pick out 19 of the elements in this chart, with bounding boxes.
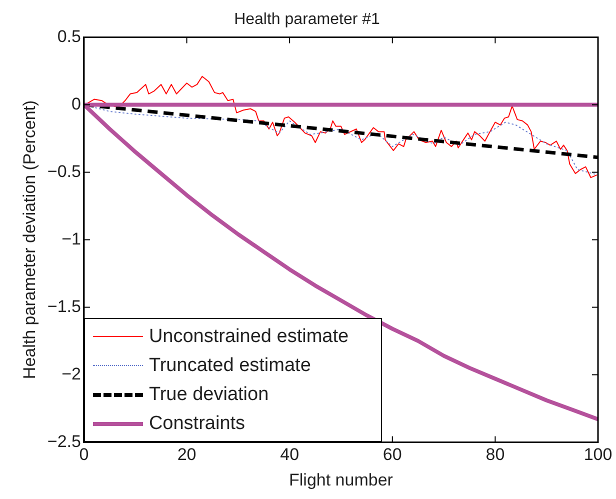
x-tick-label: 80 — [486, 445, 505, 464]
x-axis-title: Flight number — [289, 470, 394, 490]
x-tick-label: 100 — [584, 445, 612, 464]
x-tick-label: 40 — [280, 445, 300, 464]
y-tick-label: 0 — [71, 94, 81, 114]
y-tick-label: −2 — [62, 364, 81, 384]
y-tick-label: −1 — [62, 229, 81, 248]
y-axis-title: Health parameter deviation (Percent) — [20, 100, 39, 380]
legend-label: True deviation — [148, 384, 269, 406]
legend-label: Unconstrained estimate — [148, 326, 349, 348]
chart-title: Health parameter #1 — [234, 11, 380, 28]
legend-label: Truncated estimate — [148, 354, 311, 377]
y-tick-label: −1.5 — [47, 296, 81, 316]
y-tick-label: 0.5 — [57, 26, 81, 46]
legend-label: Constraints — [148, 412, 246, 435]
x-tick-label: 20 — [177, 445, 196, 464]
y-tick-label: −0.5 — [47, 162, 81, 181]
x-tick-label: 60 — [382, 445, 402, 464]
y-tick-label: −2.5 — [47, 432, 81, 451]
